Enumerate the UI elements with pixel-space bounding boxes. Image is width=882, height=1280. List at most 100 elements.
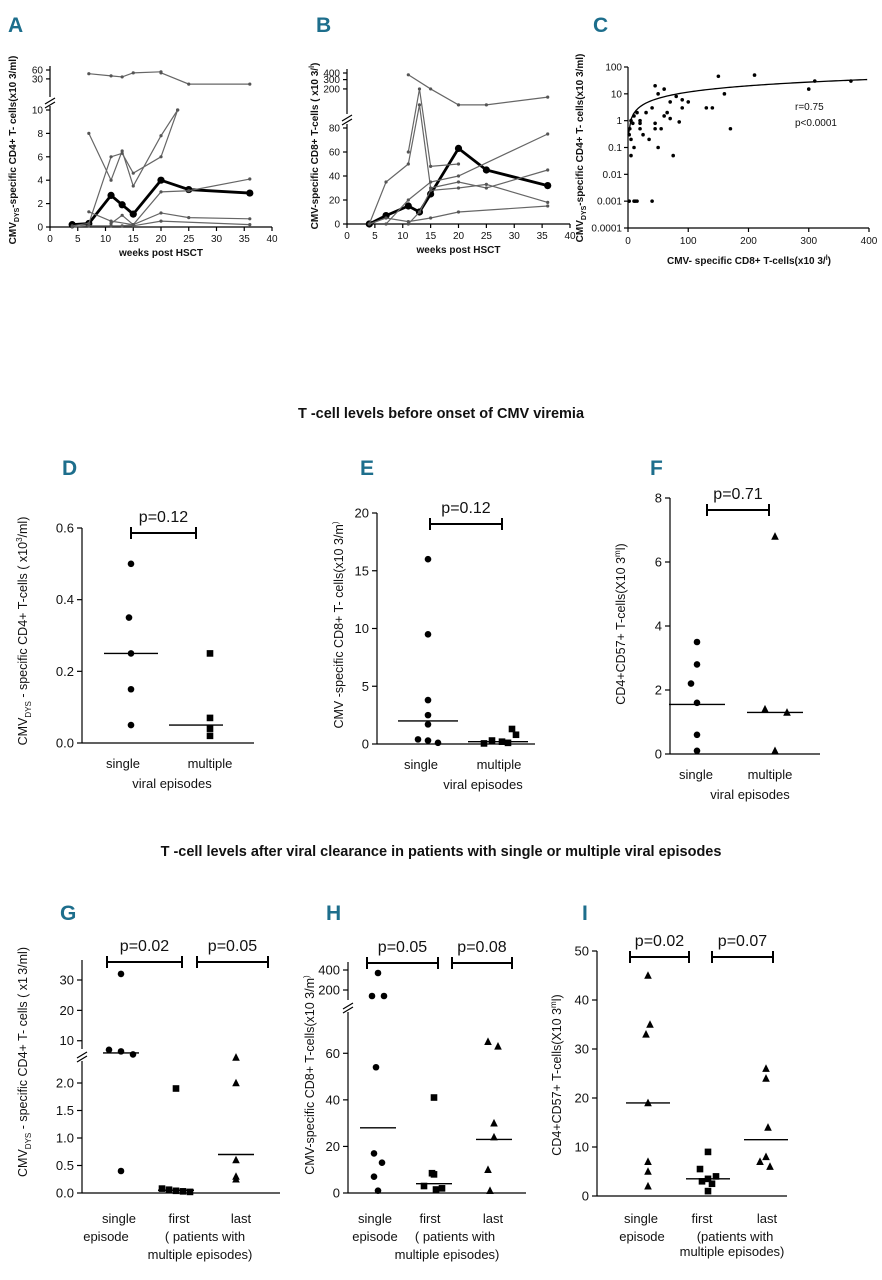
x-tick-label: 0 [344,231,350,242]
axis-title-part: - specific CD4+ T-cells ( x10 [16,542,30,701]
panel-label: A [8,14,23,37]
fit-curve [627,78,868,135]
category-label-patients-with: (patients with [697,1229,774,1244]
data-point-p1 [131,184,135,188]
category-label-multiple-episodes: multiple episodes) [148,1247,253,1262]
data-point-p1 [159,134,163,138]
data-point-p4 [131,171,135,175]
x-tick-label: 20 [453,231,465,242]
y-tick-label: 0 [334,220,340,231]
data-point-p1 [484,103,488,107]
data-point-median [482,166,490,174]
x-tick-label: 20 [155,234,167,245]
data-point-p4 [429,180,433,184]
category-label-first: first [420,1211,441,1226]
data-point-multiple [206,650,214,657]
panel-label: H [326,902,341,925]
data-point-p6 [159,211,163,215]
data-point [629,137,633,142]
data-point-first [704,1148,712,1156]
axis-break [342,1002,354,1014]
data-point-last [486,1186,494,1194]
x-axis-title: CMV- specific CD8+ T-cells(x10 3/l) [667,255,831,267]
y-tick-label: 6 [655,555,662,570]
data-point-p4 [109,155,113,159]
data-point-single [644,1157,652,1165]
data-point-single [693,731,701,739]
data-point-median [246,189,254,197]
data-point-first [438,1185,446,1192]
p-value-label: p=0.05 [378,939,427,956]
y-axis-title: CD4+CD57+ T-cells(X10 3ml) [549,994,564,1155]
y-tick-label: 60 [32,66,44,77]
panel-label: I [582,902,588,925]
data-point-single [424,630,432,638]
series-line-p1 [88,109,179,188]
data-point-p6 [546,204,550,208]
y-tick-label: 0.001 [597,197,622,208]
data-point-p4 [120,151,124,155]
category-label-episode: episode [352,1229,398,1244]
data-point-single [424,737,432,744]
data-point-first [172,1085,180,1092]
category-label-patients-with: ( patients with [165,1229,245,1244]
data-point-p5 [484,182,488,186]
panel-b: B0 5 10 15 20 25 30 35 40020406080200300400weeks… [309,14,576,256]
data-point [647,137,651,142]
data-point-p4 [384,222,388,226]
data-point-p1 [109,178,113,182]
data-point-p2 [120,75,124,79]
data-point-p8 [70,225,74,229]
data-point-p1 [87,131,91,135]
data-point-single [105,1046,113,1054]
data-point-median [107,191,115,200]
series-line-p2 [88,71,162,78]
data-point-p1 [120,149,124,153]
data-point [722,92,727,96]
x-tick-label: 15 [128,234,140,245]
data-point [704,106,709,110]
data-point-multiple [480,740,488,747]
x-axis-title: viral episodes [710,787,790,802]
category-label-last: last [757,1211,778,1226]
data-point [680,106,685,110]
data-point-p2 [456,162,461,166]
y-tick-label: 0.2 [56,664,74,679]
data-point-p1 [429,87,433,91]
x-tick-label: 5 [372,231,378,242]
data-point-first [712,1173,720,1180]
data-point-median [382,212,390,220]
panel-label: F [650,457,663,480]
data-point-single [372,1063,380,1071]
data-point-single [117,970,125,978]
data-point [686,100,691,104]
data-point-p3 [187,82,191,86]
x-tick-label: 200 [740,236,757,247]
y-tick-label: 30 [32,74,44,85]
y-tick-label: 200 [318,983,340,998]
y-tick-label: 2.0 [56,1076,74,1091]
data-point-last [232,1053,240,1061]
data-point-single [687,680,695,687]
data-point-multiple [761,704,769,713]
axis-title-part: DYS [24,701,33,717]
data-point-median [427,190,435,198]
axis-title-part: CMV [16,717,30,745]
data-point-median [544,182,552,190]
y-tick-label: 1 [616,116,622,127]
y-axis-title: CMVDYS-specific CD4+ T- cells(x10 3/ml) [8,56,21,245]
y-tick-label: 0.0001 [591,224,622,235]
axis-title-part: - specific CD4+ T- cells ( x1 [16,977,30,1133]
annotation-p: p<0.0001 [795,118,837,129]
category-label-multiple: multiple [188,756,233,771]
y-tick-label: 6 [37,152,43,163]
data-point [653,126,657,131]
y-tick-label: 200 [323,84,340,95]
x-tick-label: 10 [397,231,409,242]
data-point [629,153,633,158]
axis-title-part: CMV [16,1149,30,1177]
data-point-median [157,176,165,184]
data-point-p5 [456,186,461,190]
data-point [668,100,672,104]
